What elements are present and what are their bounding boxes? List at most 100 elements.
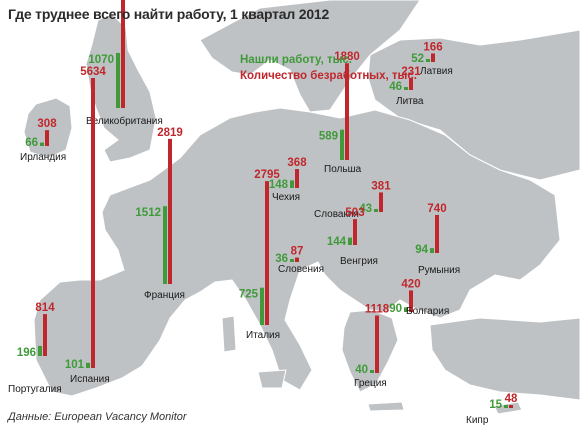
unemployed-value-label: 2795 (254, 169, 280, 181)
unemployed-bar (45, 130, 49, 146)
unemployed-value-label: 231 (401, 66, 421, 78)
found-value-label: 101 (65, 359, 85, 371)
ireland-land (23, 97, 73, 159)
unemployed-value-label: 814 (35, 302, 55, 314)
found-bar (290, 180, 294, 188)
unemployed-value-label: 5634 (80, 66, 106, 78)
found-value-label: 94 (415, 244, 428, 256)
country-name-label: Франция (144, 290, 185, 301)
unemployed-bar (435, 214, 439, 253)
country-name-label: Греция (354, 378, 387, 389)
found-bar (404, 307, 408, 312)
found-bar (163, 206, 167, 284)
country-11: 94 740 Румыния (415, 203, 460, 276)
unemployed-value-label: 503 (345, 207, 364, 219)
unemployed-bar (121, 0, 125, 108)
found-bar (260, 287, 264, 325)
found-bar (38, 345, 42, 356)
country-name-label: Чехия (272, 192, 300, 203)
country-name-label: Венгрия (340, 256, 378, 267)
unemployed-bar (409, 78, 413, 90)
found-value-label: 46 (389, 81, 402, 93)
unemployed-bar (379, 192, 383, 212)
baltics-east-land (367, 29, 580, 181)
found-value-label: 148 (269, 179, 289, 191)
country-name-label: Словения (278, 264, 324, 275)
sicily-land (257, 369, 287, 389)
found-value-label: 52 (411, 53, 424, 65)
found-value-label: 40 (355, 364, 368, 376)
found-bar (86, 362, 90, 368)
country-name-label: Ирландия (20, 152, 66, 163)
found-value-label: 1512 (135, 207, 161, 219)
mainland-europe-land (33, 107, 561, 397)
greece-land (341, 309, 399, 393)
found-value-label: 589 (319, 131, 338, 143)
unemployed-value-label: 87 (291, 246, 304, 258)
unemployed-value-label: 740 (427, 203, 446, 215)
country-12: 90 420 Болгария (389, 278, 449, 317)
found-value-label: 36 (275, 253, 288, 265)
found-value-label: 66 (25, 137, 38, 149)
country-5: 725 2795 Италия (239, 169, 281, 341)
country-7: 148 368 Чехия (269, 157, 307, 203)
country-name-label: Словакия (314, 209, 359, 220)
unemployed-bar (91, 78, 95, 368)
country-name-label: Литва (396, 96, 424, 107)
unemployed-value-label: 420 (401, 278, 420, 290)
bars-layer: 10702553Великобритания 66 308 Ирландия 1512 2… (8, 0, 518, 426)
source-note: Данные: European Vacancy Monitor (8, 411, 187, 423)
unemployed-bar (409, 290, 413, 312)
country-0: 10702553Великобритания (86, 0, 163, 127)
country-name-label: Румыния (418, 265, 460, 276)
unemployed-bar (295, 257, 299, 262)
scandinavia-land (199, 0, 421, 113)
found-value-label: 43 (359, 203, 372, 215)
legend-unemployed: Количество безработных, тыс. (240, 70, 417, 82)
found-bar (430, 248, 434, 253)
found-value-label: 196 (17, 347, 36, 359)
found-bar (116, 52, 120, 108)
unemployed-bar (345, 63, 349, 160)
unemployed-bar (295, 169, 299, 188)
turkey-land (429, 317, 580, 401)
country-name-label: Польша (324, 164, 362, 175)
unemployed-bar (375, 315, 379, 373)
found-bar (290, 259, 294, 262)
legend: Нашли работу, тыс. Количество безработны… (240, 52, 417, 84)
country-6: 589 1880 Польша (319, 51, 362, 175)
found-value-label: 725 (239, 289, 259, 301)
unemployed-bar (43, 314, 47, 356)
country-10: 144 503 Венгрия (327, 207, 378, 267)
unemployed-bar (509, 405, 513, 408)
country-8: 43 381 Словакия (314, 180, 391, 220)
country-16: 46 231 Литва (389, 66, 424, 107)
found-value-label: 144 (327, 236, 347, 248)
country-name-label: Португалия (8, 384, 62, 395)
unemployed-value-label: 381 (371, 180, 391, 192)
crete-land (367, 401, 405, 412)
found-bar (404, 87, 408, 90)
unemployed-bar (353, 219, 357, 245)
unemployed-value-label: 368 (287, 157, 307, 169)
unemployed-value-label: 48 (505, 393, 518, 405)
found-value-label: 1070 (88, 54, 114, 66)
country-name-label: Испания (70, 374, 110, 385)
map-title: Где труднее всего найти работу, 1 кварта… (8, 6, 330, 22)
found-bar (40, 142, 44, 146)
found-bar (374, 209, 378, 212)
country-name-label: Кипр (466, 415, 489, 426)
country-name-label: Латвия (420, 66, 453, 77)
unemployed-bar (431, 53, 435, 62)
country-name-label: Великобритания (86, 115, 163, 127)
country-4: 196 814 Португалия (8, 302, 62, 395)
country-14: 15 48 Кипр (466, 393, 518, 426)
found-bar (370, 370, 374, 373)
found-value-label: 90 (389, 303, 402, 315)
sardinia-land (221, 315, 237, 353)
land-masses (23, 0, 580, 415)
